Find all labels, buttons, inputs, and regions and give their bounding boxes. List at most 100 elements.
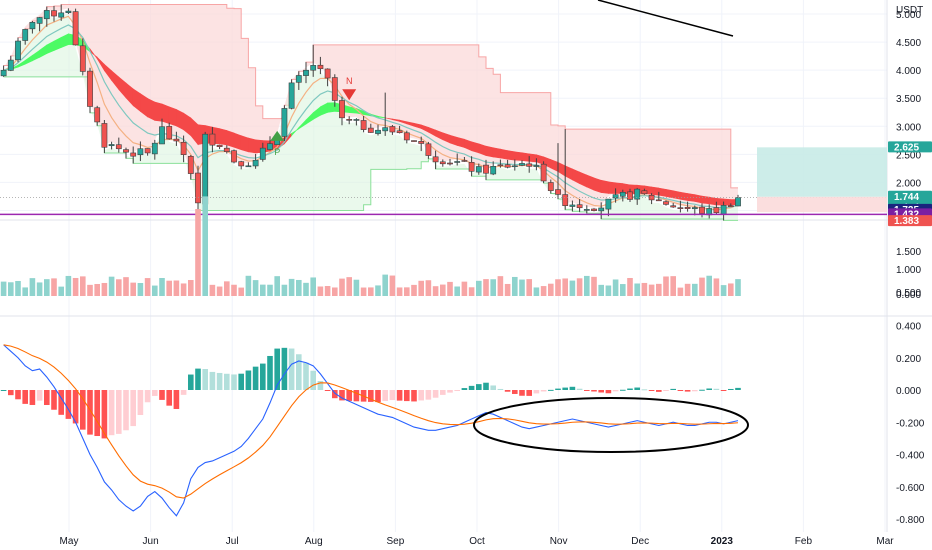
ribbon-segment [600,179,609,194]
volume-bar [526,279,532,296]
ribbon-segment [500,148,508,160]
macd-histogram-bar [692,390,698,392]
macd-histogram-bar [195,368,201,390]
ribbon-segment [240,135,249,153]
volume-bar [58,286,64,296]
volume-bar [296,279,302,296]
volume-bar [22,287,28,296]
macd-histogram-bar [728,388,734,390]
ribbon-segment [507,150,516,161]
projection-target-zone [757,147,887,197]
macd-histogram-bar [389,390,396,401]
volume-bar [576,278,583,296]
volume-bar [72,277,79,296]
volume-bar [166,280,172,296]
candle-body [231,150,237,163]
volume-bar [15,280,21,296]
volume-bar [195,209,201,296]
volume-bar [101,282,108,296]
candle-body [562,194,569,206]
volume-bar [245,275,252,296]
macd-histogram-bar [634,387,640,390]
volume-bar [274,276,280,296]
macd-histogram-bar [22,390,28,404]
volume-bar [735,279,741,296]
candle-body [94,107,101,123]
candles [0,4,741,221]
volume-bar [310,277,316,296]
candle-body [295,75,302,83]
candle-body [22,29,29,41]
macd-histogram-bar [15,390,21,400]
macd-histogram-bar [663,390,669,391]
macd-histogram-bar [288,348,295,390]
macd-histogram-bar [526,390,532,396]
volume-bar [231,284,237,296]
volume-bar [346,277,352,296]
signal-line [3,344,739,499]
macd-histogram-bar [490,385,496,390]
macd-histogram-bar [267,355,273,390]
ribbon-segment [615,182,624,194]
macd-histogram-bar [44,390,50,406]
macd-histogram-bar [382,390,388,401]
volume-bar [713,278,720,296]
macd-histogram-bar [224,373,230,390]
macd-histogram-bar [72,390,79,424]
volume-bar [584,275,590,296]
candle-body [159,126,165,145]
candle-body [591,208,597,211]
macd-histogram-bar [0,390,7,391]
volume-bar [317,286,324,296]
volume-bar [461,281,468,296]
volume-bar [396,287,403,296]
volume-bar [504,283,511,296]
drawings[interactable]: PN [0,0,887,216]
macd-histogram-bar [454,390,460,391]
macd-histogram-bar [188,374,194,390]
price-tag-value: 1.744 [894,192,919,203]
volume-bar [692,283,698,296]
candle-body [583,209,590,211]
macd-histogram-bar [706,388,712,390]
ribbon-segment [672,190,681,200]
ribbon-segment [694,194,703,204]
ribbon-segment [708,196,717,206]
x-tick-label: Aug [305,536,323,547]
macd-histogram-bar [238,373,244,390]
ribbon-segment [248,137,256,154]
ribbon-segment [658,187,667,197]
x-tick-label: Sep [387,536,405,547]
macd-histogram-bar [51,390,57,410]
x-tick-label: 2023 [711,536,734,547]
candle-body [7,59,14,71]
volume-bar [677,287,684,296]
macd-histogram-bar [684,390,691,392]
candle-body [663,201,669,205]
candle-body [15,40,21,61]
volume-bar [152,285,158,296]
macd-histogram-bar [332,390,338,399]
volume-bar [281,284,288,296]
macd-tick-label: -0.600 [896,483,925,494]
candle-body [202,133,209,205]
volume-bar [720,285,727,296]
candle-body [43,10,50,20]
candle-body [382,127,389,132]
volume-bar [0,281,7,296]
volume-bar [144,278,151,296]
candle-body [310,65,317,71]
candle-body [389,126,396,133]
volume-bar [519,279,525,296]
volume-bar [202,196,208,296]
buy-signal-label: P [274,147,280,157]
macd-histogram-bar [461,388,468,390]
volume-tick-label: 0.500 [896,288,921,299]
macd-histogram-bar [468,385,475,390]
x-tick-label: Feb [795,536,813,547]
macd-histogram-bar [562,387,568,390]
macd-histogram-bar [108,390,115,436]
candle-body [526,163,533,167]
